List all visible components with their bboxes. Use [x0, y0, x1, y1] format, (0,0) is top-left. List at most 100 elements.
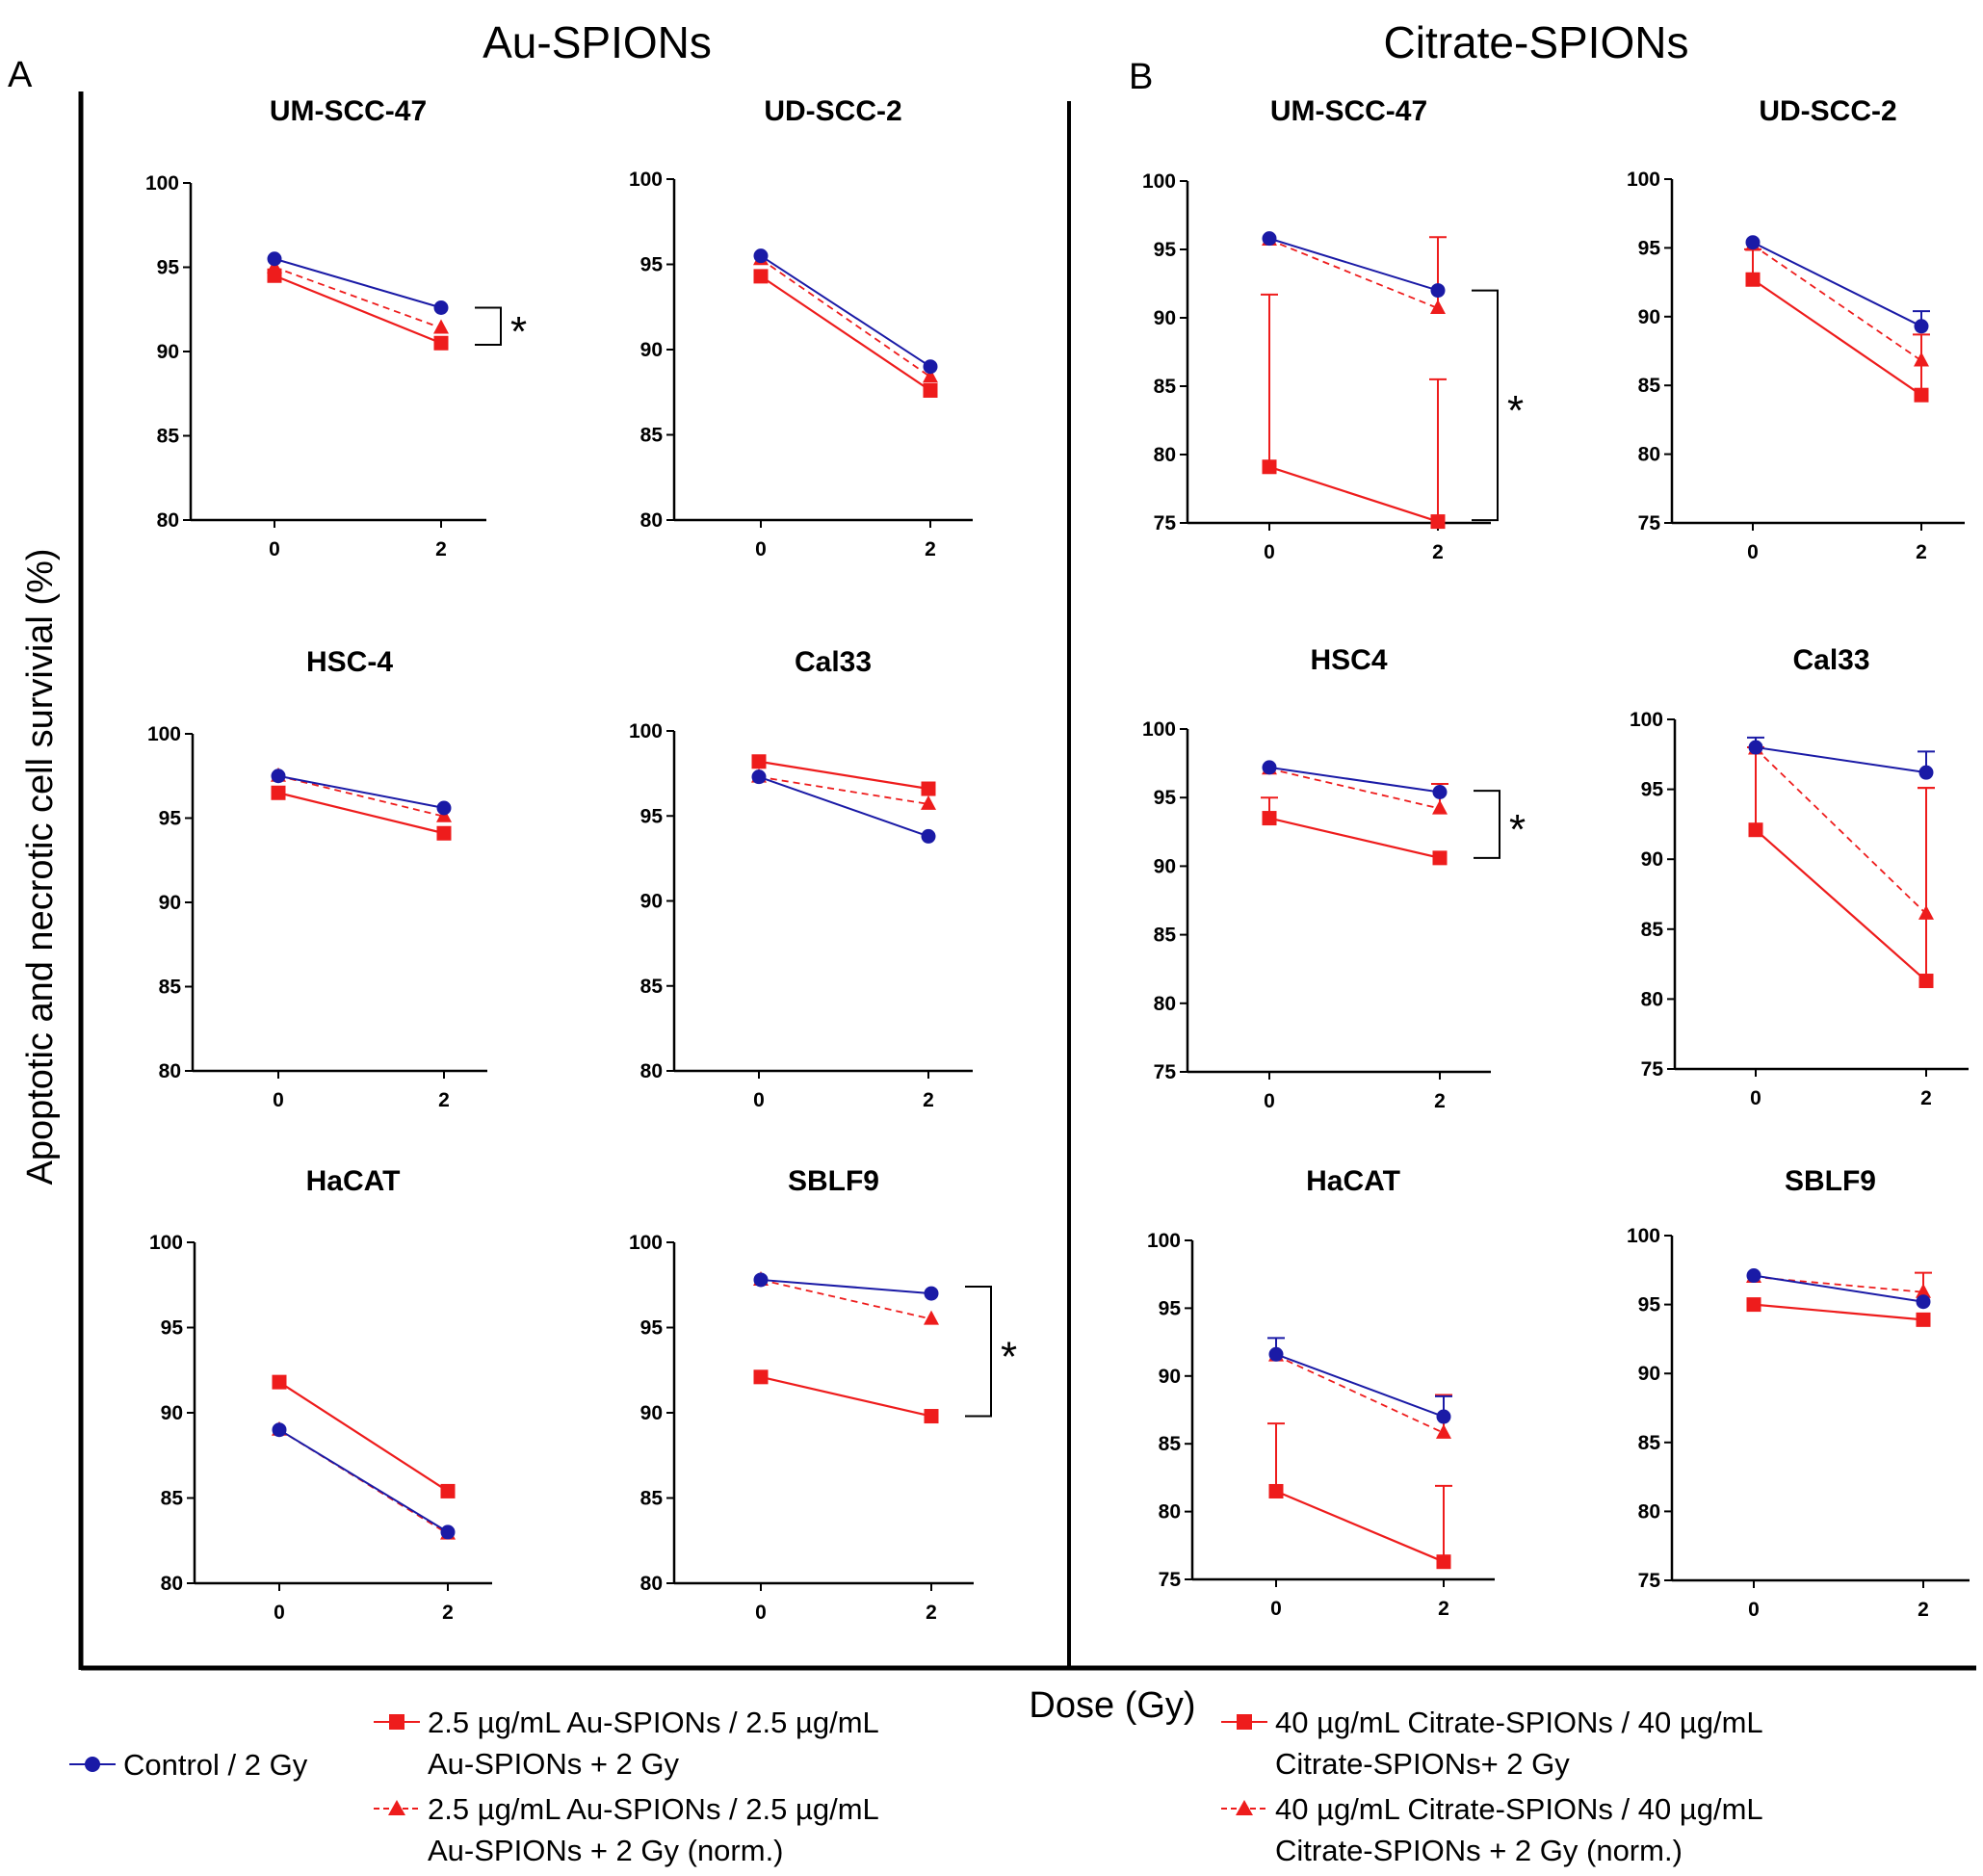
- y-tick-label: 85: [157, 426, 180, 448]
- subplot-title: UM-SCC-47: [1270, 95, 1427, 127]
- series-line: [758, 760, 929, 791]
- y-tick-label: 90: [1154, 307, 1176, 329]
- legend-square-icon: [389, 1714, 404, 1730]
- x-tick-label: 2: [1916, 541, 1927, 563]
- subplot-title: HaCAT: [1306, 1165, 1400, 1197]
- series-treated: [1261, 796, 1448, 866]
- y-tick-label: 75: [1638, 512, 1661, 534]
- legend-triangle-icon: [388, 1800, 405, 1815]
- y-tick-label: 95: [159, 808, 182, 830]
- y-tick-label: 95: [1159, 1297, 1182, 1319]
- series-treated-norm: [753, 250, 938, 383]
- subplot-a-hacat: HaCAT 80 85 90 95 100 0 2: [149, 1165, 492, 1624]
- series-line: [1753, 1274, 1924, 1303]
- series-line: [1755, 828, 1927, 982]
- legend-au-norm-text-2: Au-SPIONs + 2 Gy (norm.): [428, 1834, 784, 1867]
- series-line: [758, 775, 929, 805]
- series-line: [1268, 817, 1441, 859]
- series-control: [272, 1422, 456, 1540]
- series-control: [1267, 1337, 1452, 1424]
- y-tick-label: 90: [1638, 306, 1660, 328]
- y-tick-label: 75: [1154, 512, 1177, 534]
- series-treated: [1261, 293, 1447, 530]
- significance-star: *: [1509, 806, 1526, 853]
- legend-au-norm-text-1: 2.5 µg/mL Au-SPIONs / 2.5 µg/mL: [428, 1792, 879, 1826]
- subplot-title: UM-SCC-47: [270, 95, 427, 127]
- data-point: [1748, 822, 1763, 838]
- y-tick-label: 80: [159, 1060, 181, 1082]
- section-a-title: Au-SPIONs: [483, 17, 712, 67]
- x-tick-label: 0: [1264, 1090, 1275, 1112]
- series-line: [1268, 237, 1439, 292]
- series-line: [1268, 239, 1439, 309]
- series-line: [1268, 766, 1441, 794]
- y-tick-label: 80: [1638, 1500, 1660, 1523]
- legend-au-norm: 2.5 µg/mL Au-SPIONs / 2.5 µg/mL Au-SPION…: [374, 1792, 879, 1867]
- x-tick-label: 2: [1920, 1087, 1932, 1109]
- series-control: [1262, 760, 1448, 800]
- legend-control-label: Control / 2 Gy: [123, 1748, 308, 1782]
- x-tick-label: 0: [1747, 541, 1759, 563]
- series-treated-norm: [267, 258, 449, 334]
- significance-star: *: [1001, 1333, 1017, 1380]
- legend-cit-text-1: 40 µg/mL Citrate-SPIONs / 40 µg/mL: [1275, 1706, 1763, 1739]
- subplot-a-ud-scc-2: UD-SCC-2 80 85 90 95 100 0 2: [629, 95, 973, 560]
- y-tick-label: 90: [157, 341, 179, 363]
- series-line: [760, 1375, 932, 1418]
- significance-star: *: [1507, 387, 1524, 434]
- section-b-title: Citrate-SPIONs: [1384, 17, 1689, 67]
- data-point: [436, 825, 452, 841]
- y-tick-label: 95: [1641, 779, 1664, 801]
- series-treated: [1267, 1422, 1452, 1570]
- x-tick-label: 0: [1750, 1087, 1761, 1109]
- y-tick-label: 95: [1638, 1294, 1661, 1316]
- y-tick-label: 100: [629, 169, 663, 191]
- series-control: [271, 769, 452, 816]
- series-control: [1746, 1268, 1931, 1310]
- data-point: [1432, 799, 1448, 815]
- x-tick-label: 0: [1264, 541, 1275, 563]
- data-point: [1268, 1483, 1284, 1498]
- x-tick-label: 2: [1918, 1599, 1929, 1621]
- series-control: [753, 248, 938, 375]
- series-line: [277, 774, 445, 809]
- x-tick-label: 0: [1748, 1599, 1760, 1621]
- series-treated: [1746, 1297, 1931, 1327]
- series-treated: [272, 1374, 456, 1498]
- x-tick-label: 0: [755, 1602, 767, 1624]
- legend: Control / 2 Gy 2.5 µg/mL Au-SPIONs / 2.5…: [69, 1706, 1763, 1867]
- legend-triangle-icon: [1236, 1800, 1253, 1815]
- y-tick-label: 85: [1154, 376, 1177, 398]
- data-point: [921, 795, 936, 810]
- data-point: [433, 300, 449, 315]
- y-tick-label: 100: [629, 1232, 663, 1254]
- legend-au-text-1: 2.5 µg/mL Au-SPIONs / 2.5 µg/mL: [428, 1706, 879, 1739]
- data-point: [1262, 459, 1277, 475]
- y-tick-label: 75: [1638, 1570, 1661, 1592]
- series-line: [274, 257, 442, 309]
- x-tick-label: 2: [926, 1602, 937, 1624]
- series-control: [1745, 235, 1930, 334]
- series-line: [274, 266, 442, 329]
- x-tick-label: 2: [438, 1089, 450, 1111]
- series-treated: [271, 785, 452, 841]
- y-tick-label: 85: [640, 976, 664, 998]
- data-point: [440, 1483, 456, 1498]
- y-axis-label: Apoptotic and necrotic cell survivial (%…: [20, 548, 61, 1185]
- data-point: [1918, 765, 1934, 780]
- series-line: [1755, 746, 1927, 774]
- series-line: [1275, 1490, 1445, 1563]
- y-tick-label: 80: [1638, 444, 1660, 466]
- subplot-b-cal33: Cal33 75 80 85 90 95 100 0 2: [1630, 644, 1969, 1109]
- y-tick-label: 95: [161, 1317, 184, 1340]
- y-tick-label: 85: [1154, 925, 1177, 947]
- y-tick-label: 95: [1638, 237, 1661, 259]
- y-tick-label: 80: [1641, 988, 1663, 1010]
- series-line: [760, 1278, 932, 1295]
- data-point: [1432, 785, 1448, 800]
- series-line: [1755, 747, 1927, 915]
- series-treated-norm: [1262, 760, 1448, 815]
- y-tick-label: 100: [1630, 709, 1663, 731]
- series-treated-norm: [1748, 740, 1935, 920]
- y-tick-label: 85: [161, 1488, 184, 1510]
